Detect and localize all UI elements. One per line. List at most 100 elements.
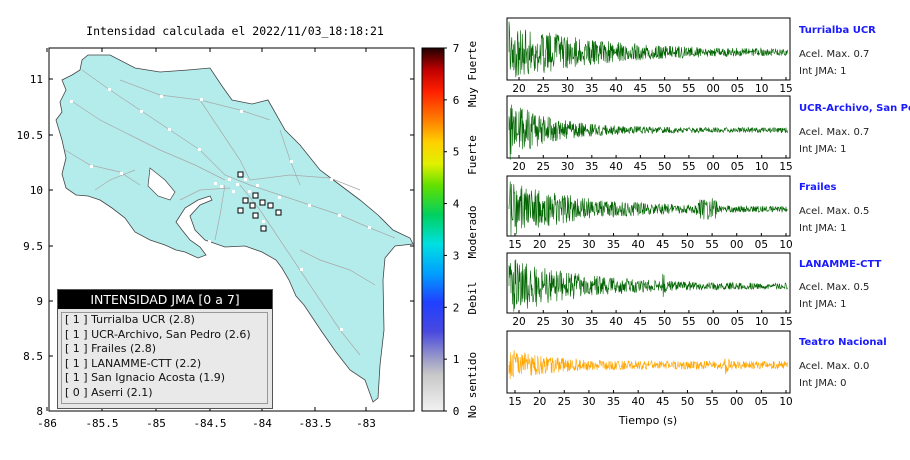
wave-tick-label: 10	[779, 396, 792, 408]
x-tick-label: -85	[146, 417, 166, 430]
station-accel: Acel. Max. 0.7	[799, 49, 870, 60]
waveform-trace	[508, 104, 788, 160]
y-tick-label: 10	[30, 184, 43, 197]
station-name: Turrialba UCR	[799, 25, 876, 36]
y-tick-label: 11	[30, 73, 43, 86]
station-name: UCR-Archivo, San Pedro	[799, 103, 910, 114]
wave-tick-label: 00	[706, 161, 719, 173]
waveform-panel: 15 20 25 30 35 40 45 50 55 00 05 10	[506, 330, 793, 408]
wave-tick-label: 55	[682, 161, 695, 173]
wave-tick-label: 15	[508, 239, 521, 251]
wave-tick-label: 30	[561, 161, 574, 173]
station-markers	[237, 171, 282, 232]
colorbar-tick-label: 0	[453, 405, 460, 418]
wave-tick-label: 05	[755, 239, 768, 251]
colorbar-tick-label: 2	[453, 301, 460, 314]
wave-tick-label: 30	[582, 396, 595, 408]
wave-tick-label: 05	[731, 83, 744, 95]
y-tick-label: 8.5	[23, 350, 43, 363]
waveform-frame	[506, 17, 791, 81]
y-tick-label: 8	[36, 405, 43, 418]
colorbar-tick-label: 3	[453, 249, 460, 262]
waveform-frame	[506, 330, 791, 394]
wave-tick-label: 25	[558, 239, 571, 251]
wave-tick-label: 20	[533, 396, 546, 408]
colorbar-tick-label: 1	[453, 353, 460, 366]
wave-tick-label: 35	[607, 239, 620, 251]
station-accel: Acel. Max. 0.7	[799, 127, 870, 138]
waveform-panel: 20 25 30 35 40 45 50 55 00 05 10 15	[506, 17, 793, 95]
wave-tick-label: 50	[658, 83, 671, 95]
waveform-panel: 15 20 25 30 35 40 45 50 55 00 05 10	[506, 175, 793, 251]
wave-tick-label: 50	[658, 316, 671, 328]
wave-tick-label: 35	[585, 161, 598, 173]
wave-tick-label: 25	[537, 83, 550, 95]
wave-tick-label: 45	[634, 161, 647, 173]
station-name: Teatro Nacional	[799, 337, 887, 348]
waveform-trace	[508, 259, 788, 312]
station-name: LANAMME-CTT	[799, 259, 882, 270]
legend-list: [ 1 ] Turrialba UCR (2.8) [ 1 ] UCR-Arch…	[61, 312, 268, 404]
x-tick-label: -84	[252, 417, 272, 430]
wave-tick-label: 35	[585, 83, 598, 95]
wave-tick-label: 45	[634, 316, 647, 328]
legend-title: INTENSIDAD JMA [0 a 7]	[58, 290, 272, 309]
wave-tick-label: 25	[537, 316, 550, 328]
wave-tick-label: 15	[779, 83, 792, 95]
station-name: Frailes	[799, 182, 837, 193]
colorbar-category-label: Debil	[466, 281, 479, 314]
colorbar-tick-label: 5	[453, 146, 460, 159]
wave-tick-label: 05	[731, 316, 744, 328]
wave-tick-label: 45	[634, 83, 647, 95]
wave-tick-label: 30	[561, 316, 574, 328]
x-tick-label: -83	[356, 417, 376, 430]
wave-tick-label: 45	[656, 239, 669, 251]
colorbar-category-label: Moderado	[466, 206, 479, 259]
wave-tick-label: 40	[609, 83, 622, 95]
wave-tick-label: 15	[779, 316, 792, 328]
wave-tick-label: 00	[730, 396, 743, 408]
waveform-panel: 20 25 30 35 40 45 50 55 00 05 10 15	[506, 95, 793, 173]
wave-tick-label: 00	[706, 83, 719, 95]
colorbar-category-label: No sentido	[466, 352, 479, 418]
wave-tick-label: 55	[705, 239, 718, 251]
wave-tick-label: 40	[631, 396, 644, 408]
wave-tick-label: 40	[609, 161, 622, 173]
station-accel: Acel. Max. 0.5	[799, 206, 870, 217]
colorbar-category-label: Fuerte	[466, 135, 479, 175]
wave-tick-label: 35	[585, 316, 598, 328]
wave-tick-label: 00	[730, 239, 743, 251]
wave-tick-label: 40	[631, 239, 644, 251]
waveform-trace	[508, 181, 788, 237]
wave-tick-label: 50	[658, 161, 671, 173]
wave-tick-label: 50	[681, 396, 694, 408]
x-tick-label: -84.5	[193, 417, 226, 430]
x-tick-label: -83.5	[298, 417, 331, 430]
colorbar-gradient	[421, 47, 445, 412]
waveform-panel: 20 25 30 35 40 45 50 55 00 05 10 15	[506, 252, 793, 328]
legend-item: [ 1 ] LANAMME-CTT (2.2)	[65, 356, 202, 370]
station-jma: Int JMA: 1	[799, 66, 847, 77]
station-jma: Int JMA: 0	[799, 378, 847, 389]
y-tick-label: 9	[36, 295, 43, 308]
colorbar-tick-label: 4	[453, 198, 460, 211]
town-markers	[70, 88, 371, 331]
intensity-legend: INTENSIDAD JMA [0 a 7] [ 1 ] Turrialba U…	[57, 289, 273, 409]
map-title: Intensidad calculada el 2022/11/03_18:18…	[86, 24, 384, 38]
wave-tick-label: 25	[558, 396, 571, 408]
y-tick-label: 10.5	[17, 129, 44, 142]
wave-tick-label: 40	[609, 316, 622, 328]
colorbar: 0 1 2 3 4 5 6 7 No sentido Debil Moderado Fuerte Muy…	[421, 41, 479, 418]
waveform-frame	[506, 252, 791, 314]
map-axis-ticks: -86 -85.5 -85 -84.5 -84 -83.5 -83 8 8.5 9 9.5 10 10.…	[17, 48, 414, 430]
colorbar-tick-label: 6	[453, 94, 460, 107]
wave-tick-label: 30	[582, 239, 595, 251]
x-tick-label: -85.5	[85, 417, 118, 430]
wave-tick-label: 10	[755, 316, 768, 328]
wave-tick-label: 30	[561, 83, 574, 95]
x-tick-label: -86	[37, 417, 57, 430]
colorbar-category-label: Muy Fuerte	[466, 41, 479, 107]
wave-tick-label: 55	[682, 83, 695, 95]
waveform-trace	[508, 350, 788, 380]
wave-tick-label: 20	[512, 316, 525, 328]
